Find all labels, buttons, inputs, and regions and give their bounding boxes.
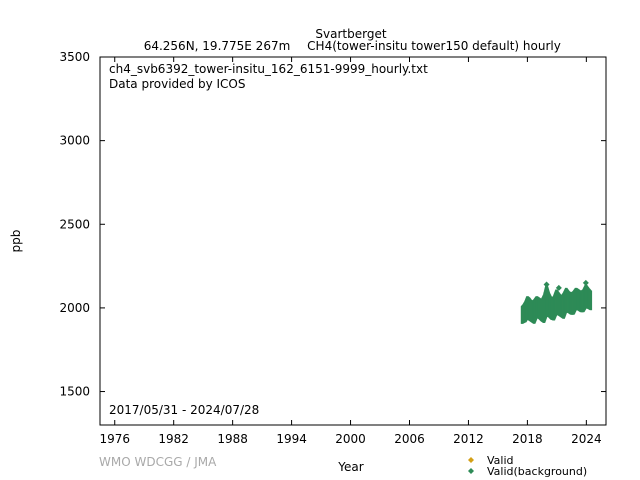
y-tick-label: 3000 bbox=[59, 134, 90, 148]
data-point bbox=[582, 279, 589, 286]
provider-label: Data provided by ICOS bbox=[109, 77, 245, 91]
chart-title: Svartberget bbox=[315, 27, 386, 41]
chart-subtitle-series: CH4(tower-insitu tower150 default) hourl… bbox=[307, 39, 561, 53]
legend-marker-valid-background bbox=[468, 468, 474, 474]
data-points bbox=[520, 279, 593, 324]
legend-label-valid-background: Valid(background) bbox=[487, 465, 587, 478]
date-range-label: 2017/05/31 - 2024/07/28 bbox=[109, 403, 259, 417]
x-axis-label: Year bbox=[337, 460, 363, 474]
x-axis: 1976 1982 1988 1994 2000 2006 2012 2018 2024 bbox=[99, 57, 602, 446]
watermark: WMO WDCGG / JMA bbox=[99, 455, 217, 469]
x-tick-label: 1994 bbox=[276, 432, 307, 446]
legend: Valid Valid(background) bbox=[468, 454, 587, 478]
x-tick-label: 2018 bbox=[512, 432, 543, 446]
file-label: ch4_svb6392_tower-insitu_162_6151-9999_h… bbox=[109, 62, 428, 76]
data-point bbox=[543, 281, 550, 288]
y-axis-label: ppb bbox=[9, 230, 23, 253]
x-tick-label: 1988 bbox=[217, 432, 248, 446]
data-point bbox=[555, 284, 562, 291]
x-tick-label: 2024 bbox=[571, 432, 602, 446]
x-tick-label: 1976 bbox=[99, 432, 130, 446]
chart-subtitle-location: 64.256N, 19.775E 267m bbox=[144, 39, 291, 53]
plot-frame bbox=[99, 56, 607, 426]
y-tick-label: 2000 bbox=[59, 301, 90, 315]
legend-marker-valid bbox=[468, 457, 474, 463]
x-tick-label: 2006 bbox=[394, 432, 425, 446]
x-tick-label: 1982 bbox=[158, 432, 189, 446]
y-tick-label: 2500 bbox=[59, 217, 90, 231]
y-tick-label: 3500 bbox=[59, 50, 90, 64]
y-tick-label: 1500 bbox=[59, 385, 90, 399]
legend-label-valid: Valid bbox=[487, 454, 514, 467]
x-tick-label: 2012 bbox=[453, 432, 484, 446]
x-tick-label: 2000 bbox=[335, 432, 366, 446]
y-axis: 1500 2000 2500 3000 3500 bbox=[59, 50, 606, 399]
